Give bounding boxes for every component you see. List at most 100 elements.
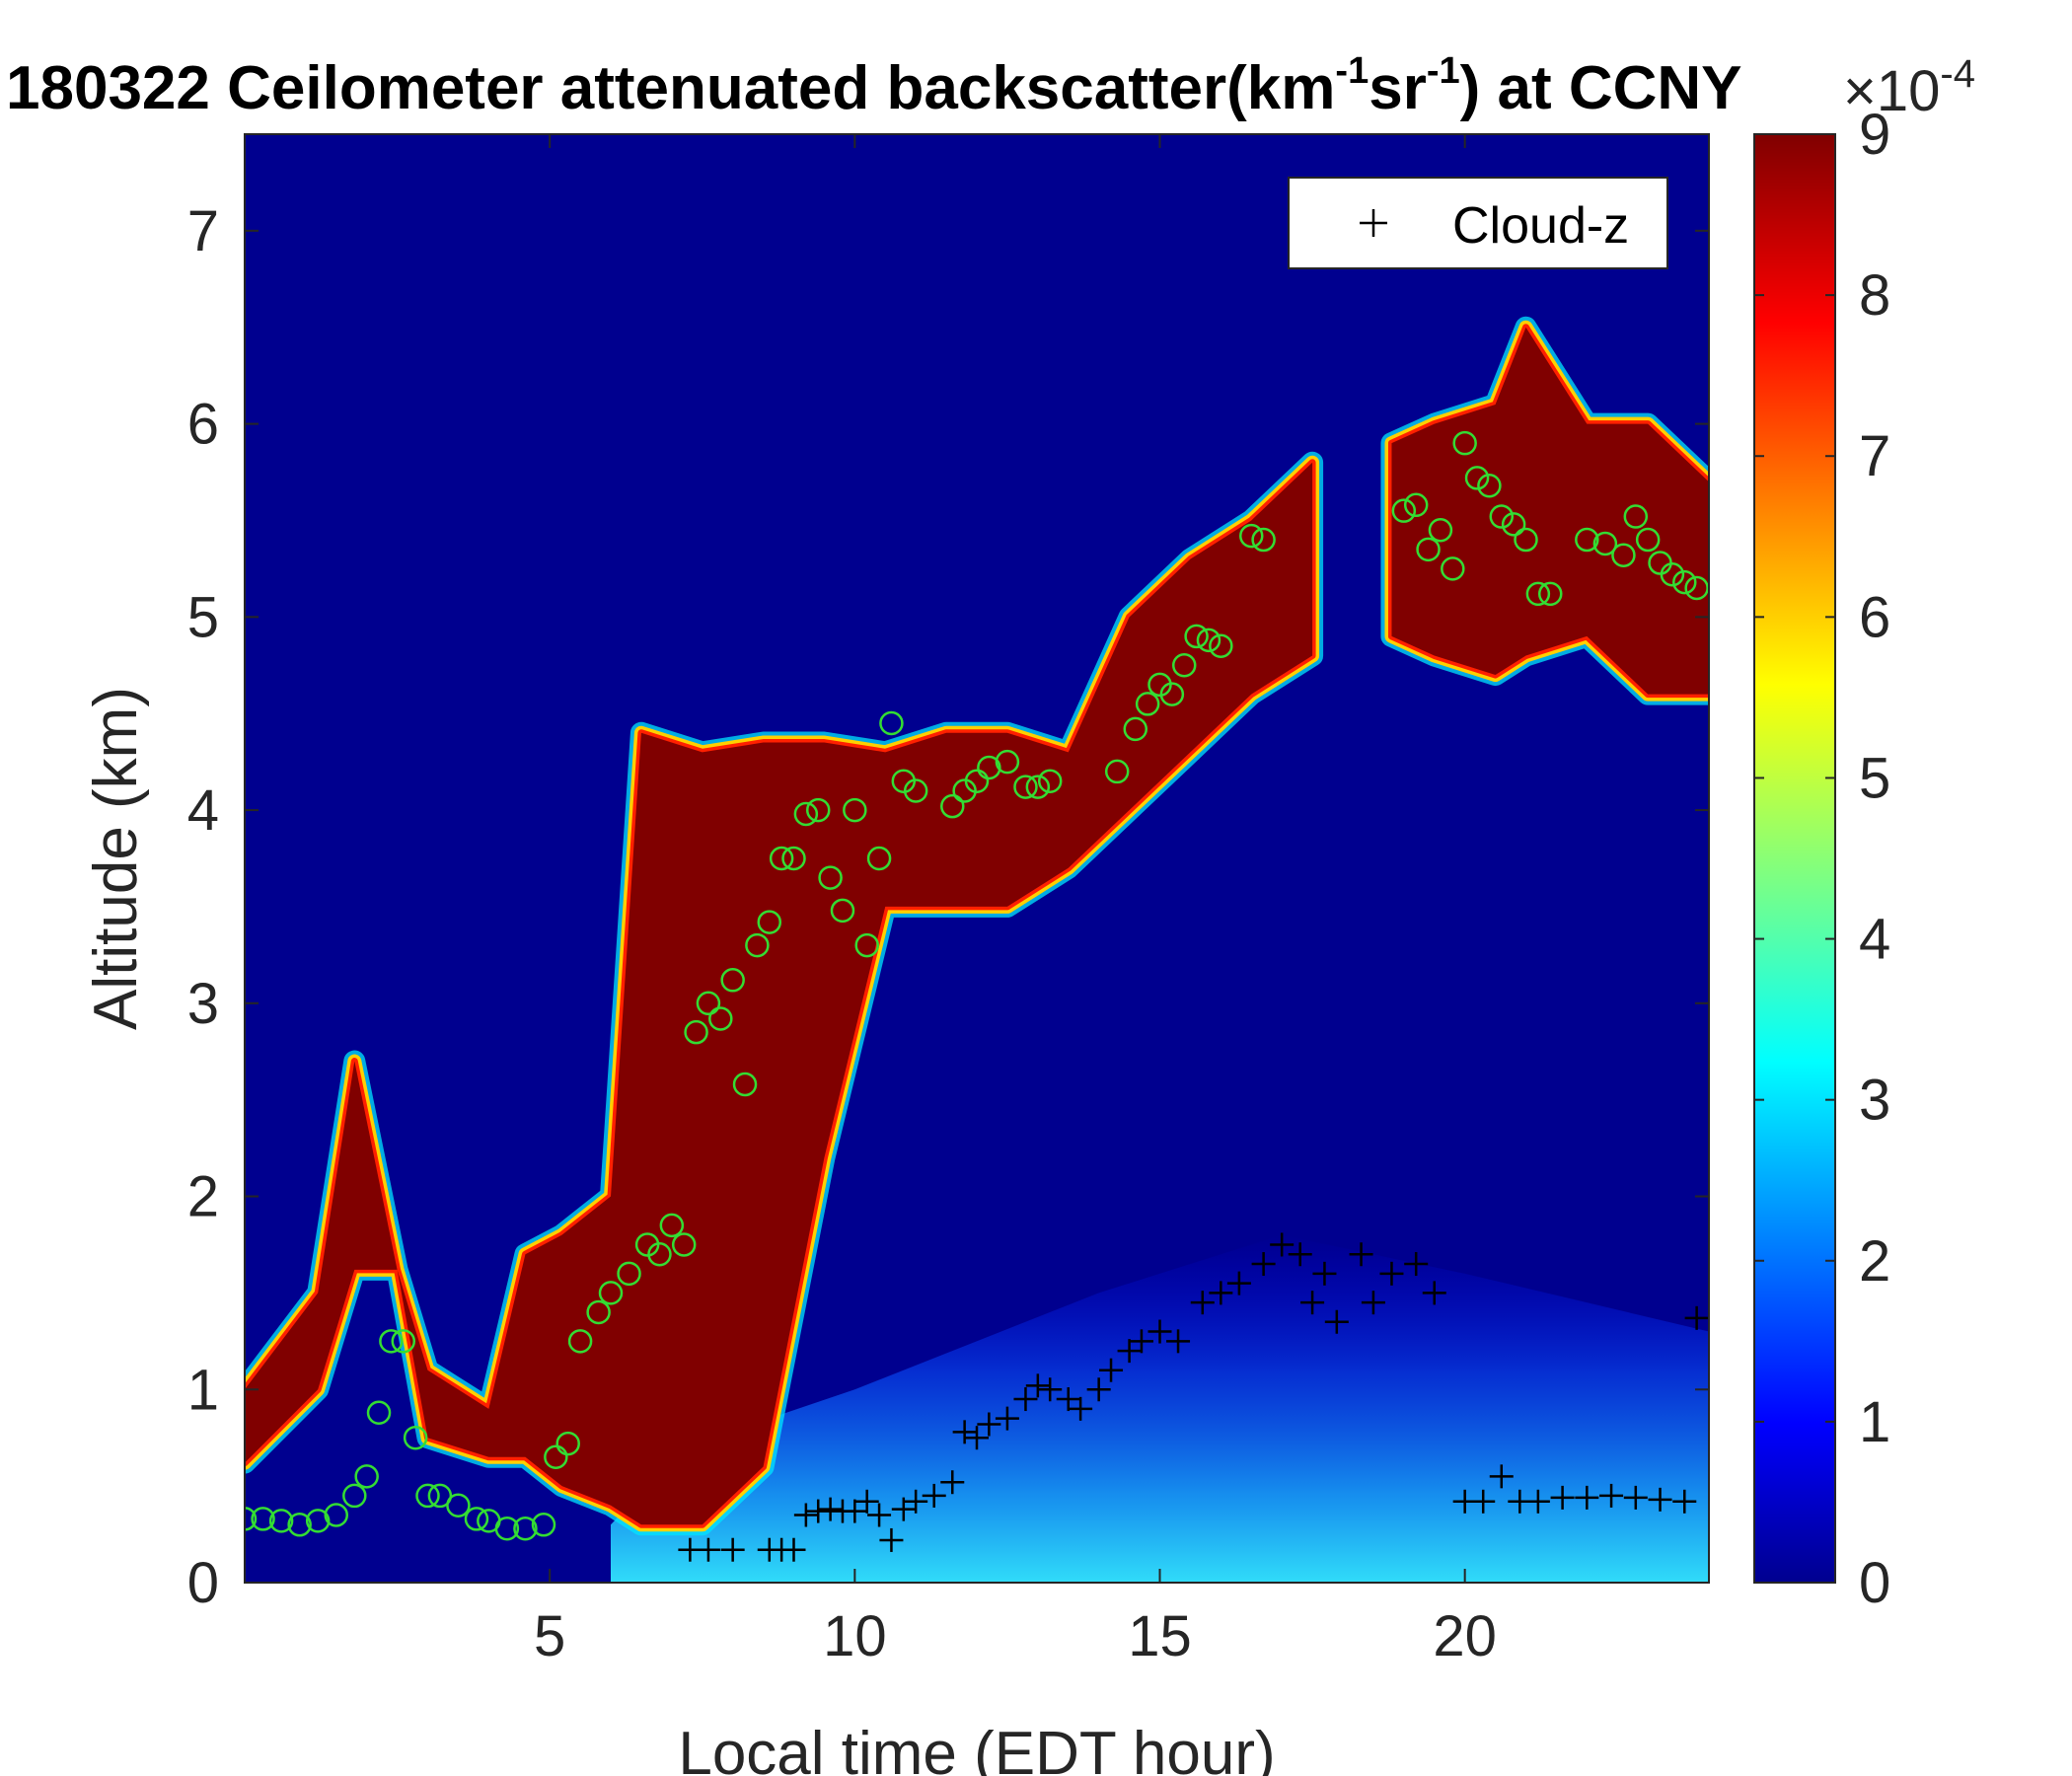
pbl-marker xyxy=(1135,692,1160,716)
pbl-marker xyxy=(251,1507,275,1531)
cloud-z-marker xyxy=(696,1537,720,1562)
pbl-marker xyxy=(684,1019,708,1045)
cloud-z-marker xyxy=(1147,1319,1172,1344)
pbl-marker xyxy=(464,1507,489,1531)
x-tick-label: 10 xyxy=(823,1604,887,1668)
pbl-marker xyxy=(415,1483,440,1509)
cloud-z-marker xyxy=(1599,1483,1624,1508)
cloud-z-marker xyxy=(1300,1291,1325,1315)
cloud-z-marker xyxy=(879,1527,904,1552)
pbl-marker xyxy=(586,1299,611,1325)
cloud-z-marker xyxy=(977,1412,1001,1437)
cloud-z-marker xyxy=(1324,1309,1349,1334)
y-tick-label: 4 xyxy=(187,778,219,843)
y-axis-label: Altitude (km) xyxy=(82,687,150,1030)
y-tick-label: 1 xyxy=(187,1358,219,1422)
y-tick-label: 7 xyxy=(187,199,219,263)
cloud-z-marker xyxy=(1038,1377,1063,1402)
pbl-marker xyxy=(720,968,745,993)
pbl-marker xyxy=(708,1006,733,1031)
cloud-z-marker xyxy=(1099,1358,1124,1382)
cloud-z-marker xyxy=(1349,1242,1373,1267)
pbl-marker xyxy=(544,1444,568,1470)
pbl-marker xyxy=(1660,562,1685,587)
pbl-marker xyxy=(1025,775,1051,799)
colorbar-tick-label: 5 xyxy=(1859,746,1890,810)
pbl-marker xyxy=(818,865,843,890)
pbl-marker xyxy=(1464,466,1490,490)
pbl-marker xyxy=(879,710,904,736)
pbl-marker xyxy=(1391,498,1417,523)
marker-layer xyxy=(245,430,1709,1562)
cloud-z-marker xyxy=(854,1489,879,1514)
cloud-z-marker xyxy=(1361,1291,1385,1315)
cloud-z-marker xyxy=(965,1426,989,1450)
pbl-marker xyxy=(1184,624,1209,649)
colorbar-tick-label: 9 xyxy=(1859,103,1890,167)
cloud-z-marker xyxy=(1056,1387,1080,1412)
cloud-z-marker xyxy=(818,1497,843,1521)
cloud-z-marker xyxy=(1226,1271,1251,1295)
pbl-marker xyxy=(1592,531,1618,556)
x-axis-ticks: 5 10 15 20 xyxy=(534,134,1497,1668)
colorbar-tick-label: 3 xyxy=(1859,1069,1890,1133)
cloud-z-marker xyxy=(867,1503,892,1527)
pbl-marker xyxy=(830,898,855,924)
cloud-z-marker xyxy=(1684,1305,1709,1330)
pbl-marker xyxy=(757,910,782,934)
pbl-marker xyxy=(342,1483,367,1509)
legend-label: Cloud-z xyxy=(1452,197,1629,255)
pbl-marker xyxy=(1452,430,1477,456)
y-tick-label: 0 xyxy=(187,1551,219,1615)
colorbar-ticks: 0 1 2 3 4 5 6 7 8 9 xyxy=(1754,103,1890,1615)
pbl-marker xyxy=(427,1483,453,1509)
pbl-marker xyxy=(805,797,831,823)
pbl-marker xyxy=(903,778,928,803)
pbl-marker xyxy=(1403,492,1429,518)
pbl-marker xyxy=(354,1464,379,1489)
y-tick-label: 6 xyxy=(187,393,219,457)
pbl-marker xyxy=(964,769,990,793)
cloud-z-marker xyxy=(995,1406,1019,1431)
plot-frame xyxy=(244,133,1710,1584)
pbl-marker xyxy=(995,749,1020,775)
pbl-marker xyxy=(1159,682,1185,706)
pbl-marker xyxy=(324,1503,348,1527)
pbl-marker xyxy=(446,1493,471,1517)
aerosol-layer xyxy=(611,1234,1709,1583)
cloud-z-marker xyxy=(1404,1252,1429,1277)
pbl-marker xyxy=(1684,575,1709,601)
pbl-marker xyxy=(1196,628,1221,653)
pbl-marker xyxy=(732,1072,758,1097)
cloud-z-marker xyxy=(1270,1232,1295,1257)
pbl-marker xyxy=(769,846,794,871)
cloud-z-marker xyxy=(1312,1261,1337,1286)
pbl-marker xyxy=(1525,581,1551,607)
y-axis-ticks: 0 1 2 3 4 5 6 7 xyxy=(187,199,1709,1615)
colorbar-gradient xyxy=(1753,133,1836,1584)
pbl-marker xyxy=(1635,527,1661,553)
pbl-marker xyxy=(1623,504,1649,529)
cloud-z-marker xyxy=(1069,1396,1093,1421)
cloud-z-marker xyxy=(1623,1485,1648,1510)
pbl-marker xyxy=(379,1329,404,1354)
pbl-marker xyxy=(745,932,770,958)
pbl-marker xyxy=(494,1516,520,1541)
cloud-z-marker xyxy=(1025,1373,1050,1398)
pbl-marker xyxy=(1104,759,1130,784)
cloud-z-marker xyxy=(1190,1291,1215,1315)
pbl-marker xyxy=(977,755,1001,780)
pbl-marker xyxy=(366,1400,392,1426)
pbl-marker xyxy=(245,1507,258,1531)
pbl-marker xyxy=(555,1431,580,1456)
cloud-z-marker xyxy=(806,1499,831,1523)
cloud-z-marker xyxy=(952,1420,977,1444)
pbl-marker xyxy=(1428,518,1453,543)
cloud-z-marker xyxy=(1525,1489,1550,1514)
x-tick-label: 5 xyxy=(534,1604,565,1668)
cloud-z-marker xyxy=(1575,1485,1599,1510)
pbl-marker xyxy=(1037,769,1063,793)
pbl-marker xyxy=(1013,775,1038,799)
pbl-marker xyxy=(287,1513,312,1537)
